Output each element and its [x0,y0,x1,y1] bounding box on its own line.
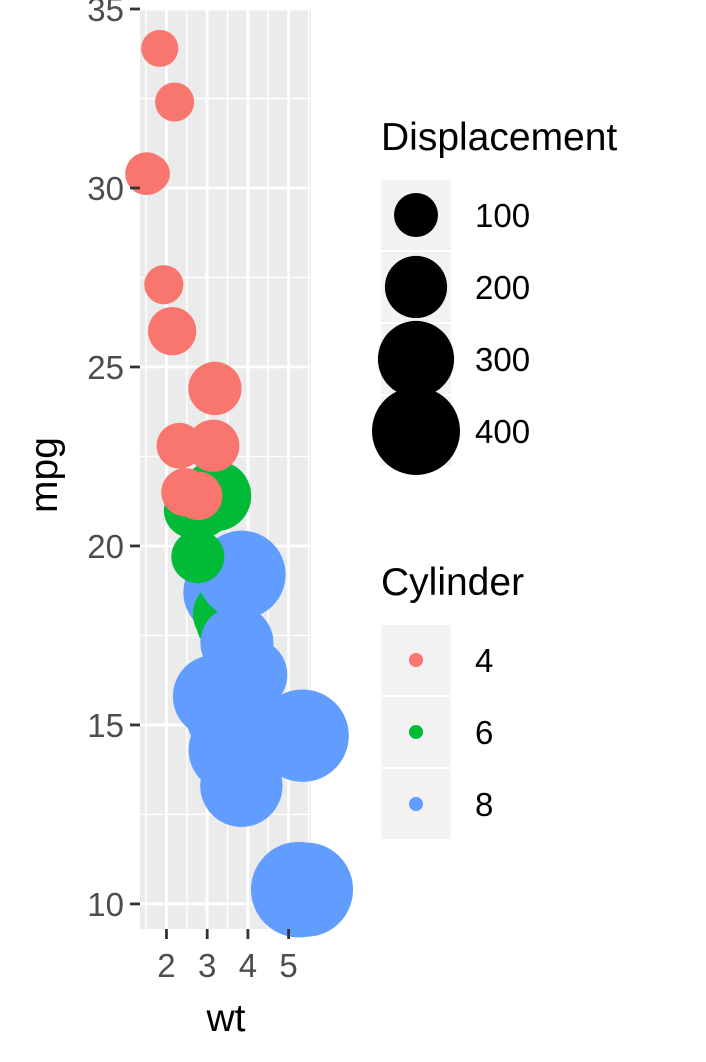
legend-size-symbol [377,320,455,398]
data-point [148,307,197,356]
data-point [144,265,184,305]
y-axis: 10 15 20 25 30 35 [87,0,140,923]
legend-color-label: 4 [475,642,493,679]
y-tick-label: 25 [87,349,124,386]
legend-size-label: 300 [475,341,530,378]
data-point [141,29,179,67]
x-tick-label: 2 [157,947,175,984]
data-point [155,82,195,122]
legend-color-symbol [409,797,423,811]
x-tick-label: 4 [239,947,257,984]
data-point [188,361,242,416]
data-point [174,471,223,521]
legend-size-label: 400 [475,413,530,450]
legend-size-label: 200 [475,269,530,306]
y-tick-label: 15 [87,707,124,744]
x-tick-label: 3 [198,947,216,984]
y-tick-label: 35 [87,0,124,28]
data-point [256,689,349,782]
legend-color-symbol [409,725,423,739]
legend-cylinder-title: Cylinder [381,561,524,604]
legend-color-label: 8 [475,786,493,823]
data-points [125,29,354,938]
legend-size-symbol [394,193,438,237]
data-point [171,530,225,584]
x-axis-title: wt [206,997,246,1040]
y-tick-label: 20 [87,528,124,565]
x-tick-label: 5 [279,947,297,984]
legend-size-symbol [384,255,448,319]
legend-displacement: Displacement 100 200 300 400 [372,116,617,475]
data-point [200,744,283,827]
legend-displacement-title: Displacement [381,116,617,159]
data-point [125,152,169,196]
legend-cylinder: Cylinder 4 6 8 [381,561,524,839]
legend-color-symbol [409,653,423,667]
y-tick-label: 30 [87,170,124,207]
data-point [187,419,240,472]
legend-size-symbol [372,387,460,475]
y-tick-label: 10 [87,886,124,923]
y-axis-title: mpg [23,437,66,513]
data-point [192,686,269,764]
legend-size-label: 100 [475,197,530,234]
data-point [258,842,354,937]
legend-color-label: 6 [475,714,493,751]
